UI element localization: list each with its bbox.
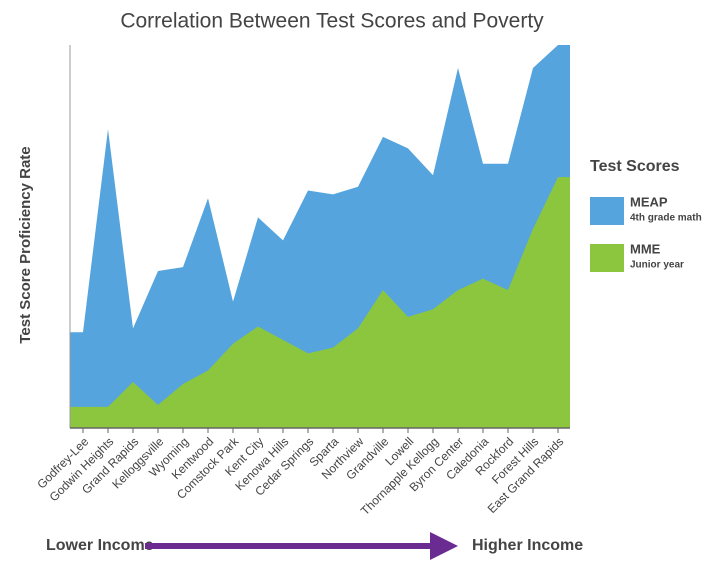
annotation-left: Lower Income xyxy=(46,537,154,554)
annotation-right: Higher Income xyxy=(472,537,583,554)
y-axis-label: Test Score Proficiency Rate xyxy=(17,146,34,343)
income-arrow-head xyxy=(430,532,458,560)
legend-description: Junior year xyxy=(630,260,684,271)
area xyxy=(70,177,570,428)
legend-label: MEAP xyxy=(630,194,668,209)
chart-title: Correlation Between Test Scores and Pove… xyxy=(120,10,544,33)
legend-swatch xyxy=(590,197,624,225)
legend-swatch xyxy=(590,244,624,272)
legend-description: 4th grade math xyxy=(630,213,702,224)
legend-title: Test Scores xyxy=(590,158,680,175)
legend-label: MME xyxy=(630,241,661,256)
